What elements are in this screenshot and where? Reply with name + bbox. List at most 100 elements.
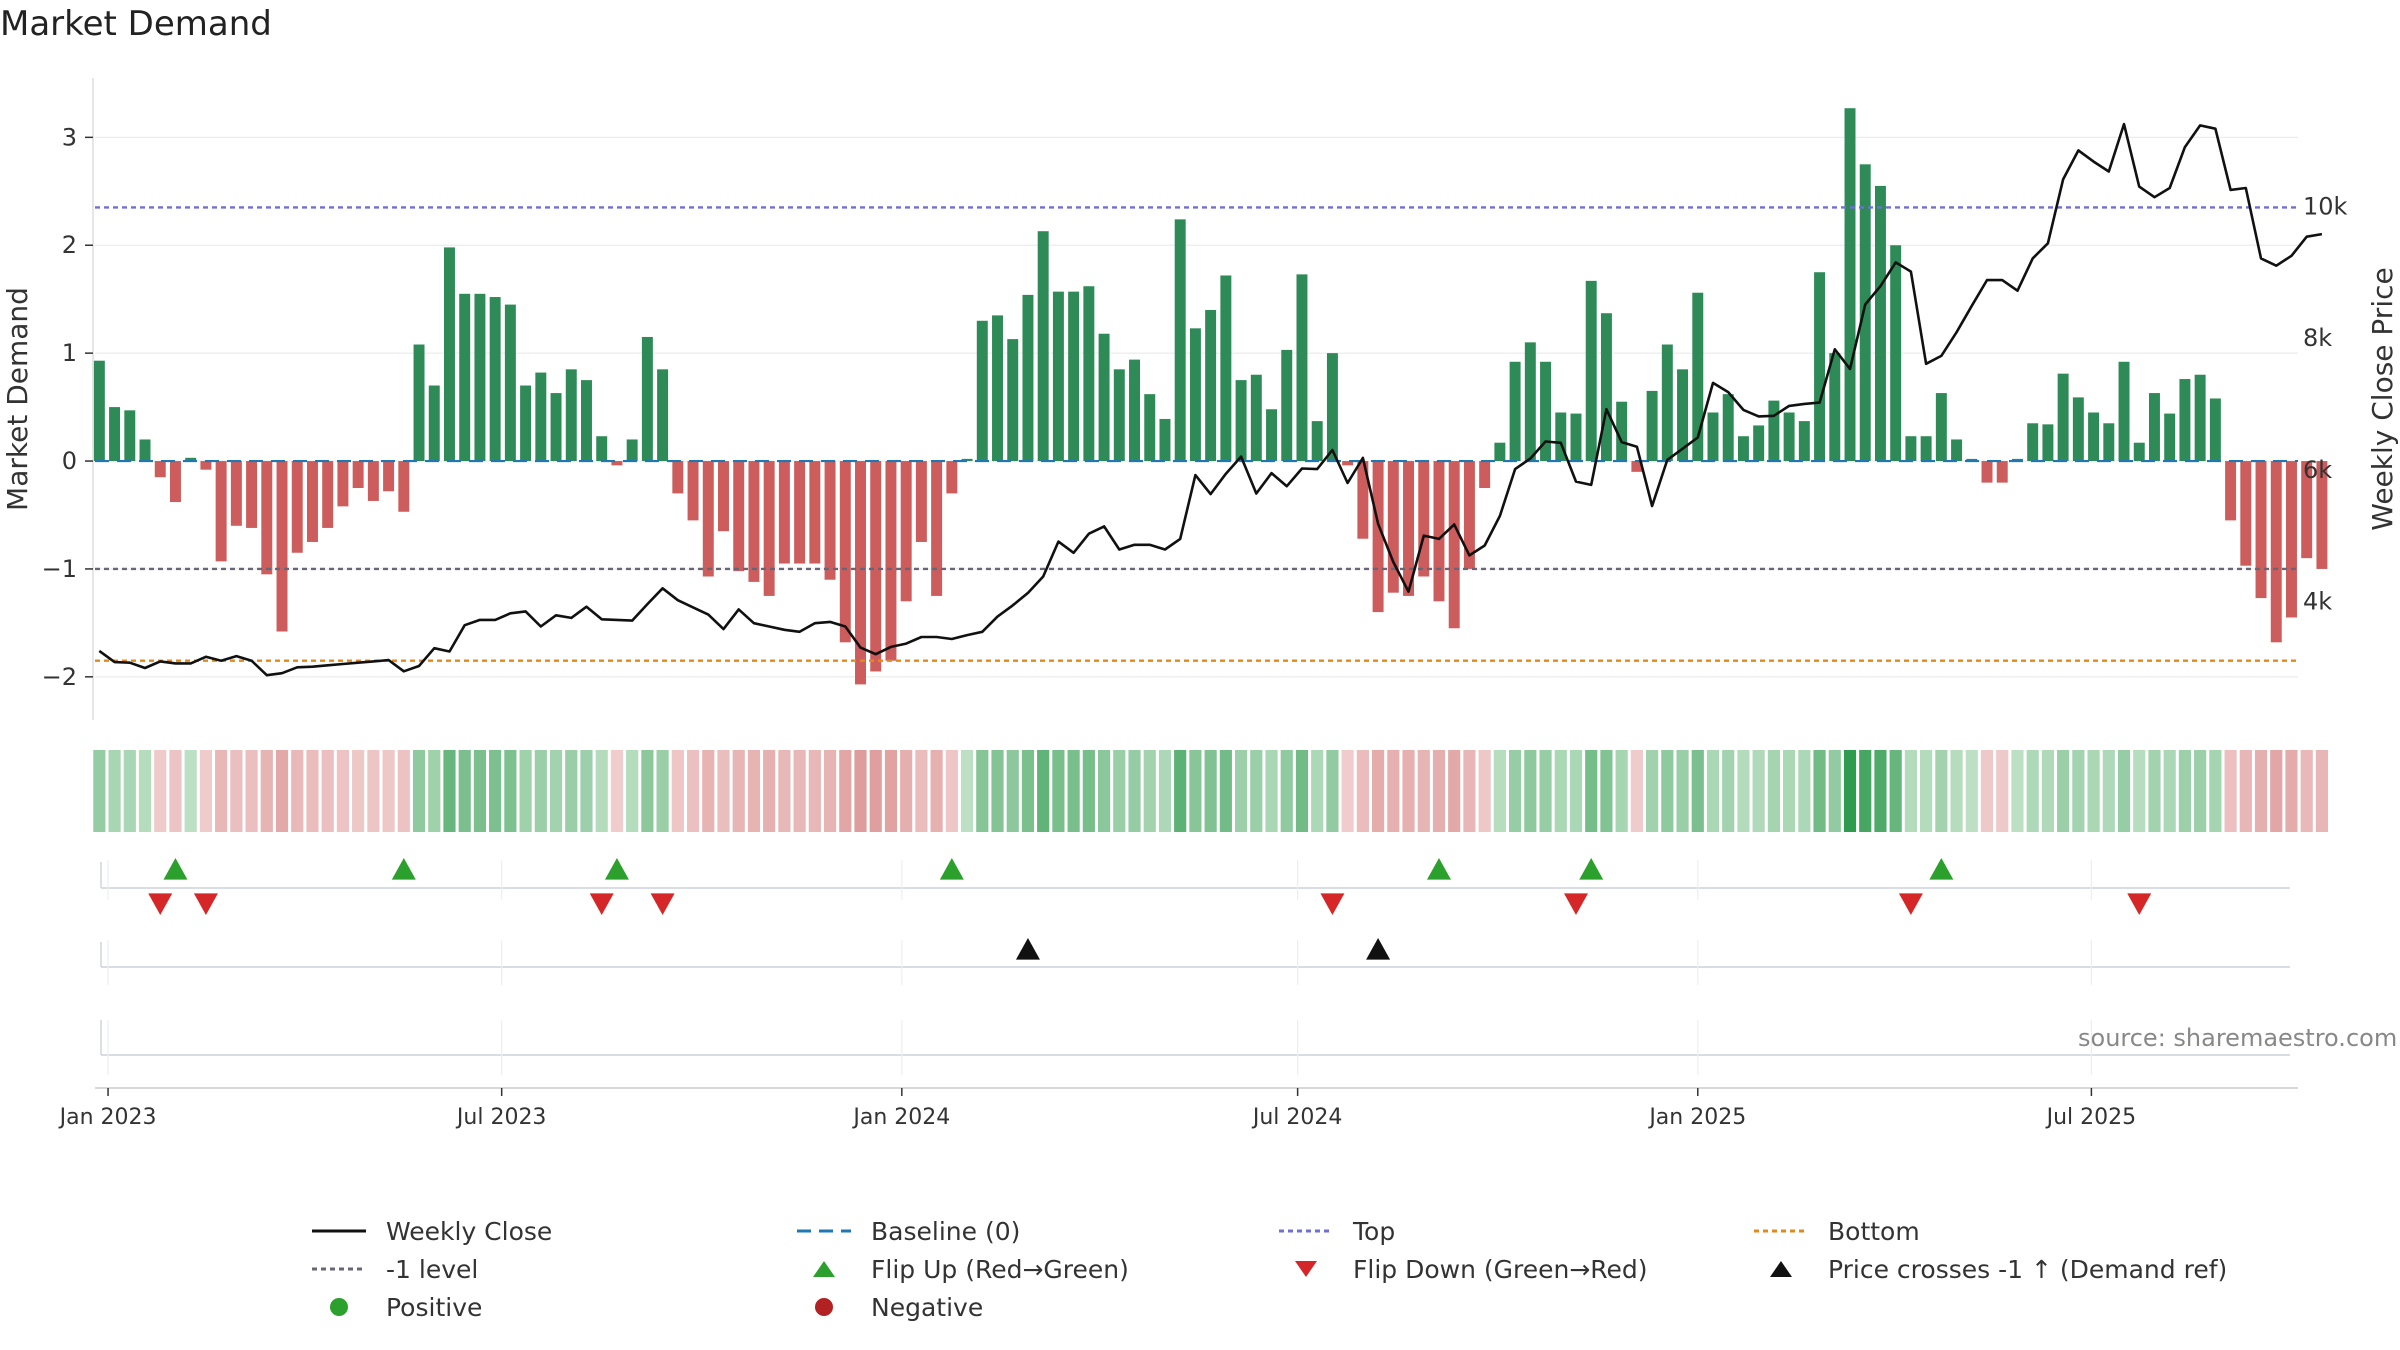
demand-bar <box>1326 353 1338 462</box>
heatmap-cell <box>230 750 243 832</box>
demand-bar <box>900 461 912 602</box>
heatmap-cell <box>1463 750 1476 832</box>
x-tick-label: Jan 2023 <box>58 1105 157 1130</box>
legend-label: Negative <box>871 1292 984 1322</box>
demand-bar <box>794 461 806 564</box>
demand-bar <box>1707 412 1719 462</box>
heatmap-cell <box>565 750 578 832</box>
heatmap-cell <box>869 750 882 832</box>
y-tick-label: −1 <box>42 555 77 583</box>
demand-bar <box>1403 461 1415 596</box>
dashed-line-icon <box>797 1229 851 1233</box>
flip-down-marker <box>193 893 218 915</box>
demand-bar <box>2209 398 2221 462</box>
demand-bar <box>1007 339 1019 462</box>
heatmap-cell <box>1615 750 1628 832</box>
heatmap-cell <box>473 750 487 832</box>
x-tick-label: Jul 2025 <box>2045 1105 2137 1130</box>
demand-bar <box>1052 291 1064 462</box>
y-tick-label: 1 <box>62 339 77 367</box>
demand-bar <box>291 461 303 553</box>
demand-bar <box>672 461 684 494</box>
legend: Weekly Close Baseline (0) Top Bottom -1 … <box>310 1214 2227 1334</box>
heatmap-cell <box>1097 750 1111 832</box>
axes: −2 −1 0 1 2 3 4k 6k 8k 10k Market Demand Weekly Clo… <box>1 78 2399 720</box>
heatmap-cell <box>580 750 593 832</box>
dotted-line-icon <box>312 1267 366 1271</box>
heatmap-cell <box>2117 750 2131 832</box>
heatmap-cell <box>123 750 136 832</box>
y2-tick-label: 8k <box>2303 324 2332 352</box>
demand-bar <box>1509 361 1521 462</box>
heatmap-cell <box>275 750 289 832</box>
heatmap-cell <box>184 750 197 832</box>
demand-bar <box>1144 394 1156 462</box>
demand-bar <box>535 372 547 462</box>
x-tick-label: Jul 2024 <box>1251 1105 1343 1130</box>
heatmap-cell <box>915 750 928 832</box>
heatmap-cell <box>1372 750 1385 832</box>
demand-bar <box>1677 369 1689 462</box>
lower-axis-panel: Jan 2023 Jul 2023 Jan 2024 Jul 2024 Jan 2025… <box>58 1020 2298 1130</box>
demand-bar <box>1951 439 1963 462</box>
legend-label: Bottom <box>1828 1216 1920 1246</box>
heatmap-cell <box>626 750 639 832</box>
heatmap-cell <box>245 750 258 832</box>
heatmap-cell <box>686 750 700 832</box>
heatmap-cell <box>1585 750 1598 832</box>
demand-bar <box>2270 461 2282 643</box>
triangle-up-icon <box>1770 1261 1792 1277</box>
heatmap-cell <box>367 750 380 832</box>
flip-up-marker <box>391 858 416 880</box>
heatmap-cell <box>641 750 654 832</box>
demand-bar <box>2285 461 2297 618</box>
demand-bar <box>1935 393 1947 462</box>
demand-bar <box>2148 393 2160 462</box>
heatmap-cell <box>778 750 791 832</box>
y-tick-label: 0 <box>62 447 77 475</box>
demand-bar <box>459 293 471 462</box>
heatmap-cell <box>1265 750 1278 832</box>
weekly-close-series <box>98 122 2323 677</box>
heatmap-cell <box>1021 750 1035 832</box>
demand-bar <box>824 461 836 580</box>
dotted-line-icon <box>1279 1229 1333 1233</box>
demand-bar <box>961 458 973 462</box>
demand-bar <box>1859 164 1871 462</box>
x-tick-label: Jan 2024 <box>851 1105 950 1130</box>
heatmap-cell <box>1006 750 1019 832</box>
demand-bar <box>1540 361 1552 462</box>
legend-top: Top <box>1277 1214 1395 1248</box>
heatmap-cell <box>1052 750 1065 832</box>
demand-bar <box>322 461 334 528</box>
heatmap-cell <box>412 750 426 832</box>
heatmap-cell <box>1722 750 1735 832</box>
demand-bar <box>428 385 440 462</box>
demand-bar <box>276 461 288 632</box>
legend-weekly-close: Weekly Close <box>310 1214 552 1248</box>
demand-bar <box>2042 424 2054 462</box>
demand-bar <box>1387 461 1399 593</box>
demand-bar <box>2088 412 2100 462</box>
y-axis-label: Market Demand <box>1 287 34 511</box>
heatmap-cell <box>1448 750 1461 832</box>
demand-bar <box>1829 353 1841 462</box>
flip-up-marker <box>939 858 964 880</box>
heatmap-cell <box>2087 750 2100 832</box>
triangle-down-icon <box>1295 1261 1317 1277</box>
heatmap-cell <box>1174 750 1187 832</box>
demand-bar <box>1570 413 1582 462</box>
demand-bar <box>2164 413 2176 462</box>
heatmap-cell <box>1798 750 1811 832</box>
y2-axis-label: Weekly Close Price <box>2366 267 2399 530</box>
heatmap-cell <box>443 750 456 832</box>
heatmap-cell <box>93 750 106 832</box>
demand-bar <box>2225 461 2237 521</box>
demand-bar <box>1616 401 1628 462</box>
heatmap-cell <box>215 750 228 832</box>
demand-bar <box>1844 108 1856 462</box>
heatmap-cell <box>1143 750 1156 832</box>
flip-down-marker <box>1563 893 1588 915</box>
demand-bar <box>93 360 105 462</box>
heatmap-cell <box>549 750 563 832</box>
